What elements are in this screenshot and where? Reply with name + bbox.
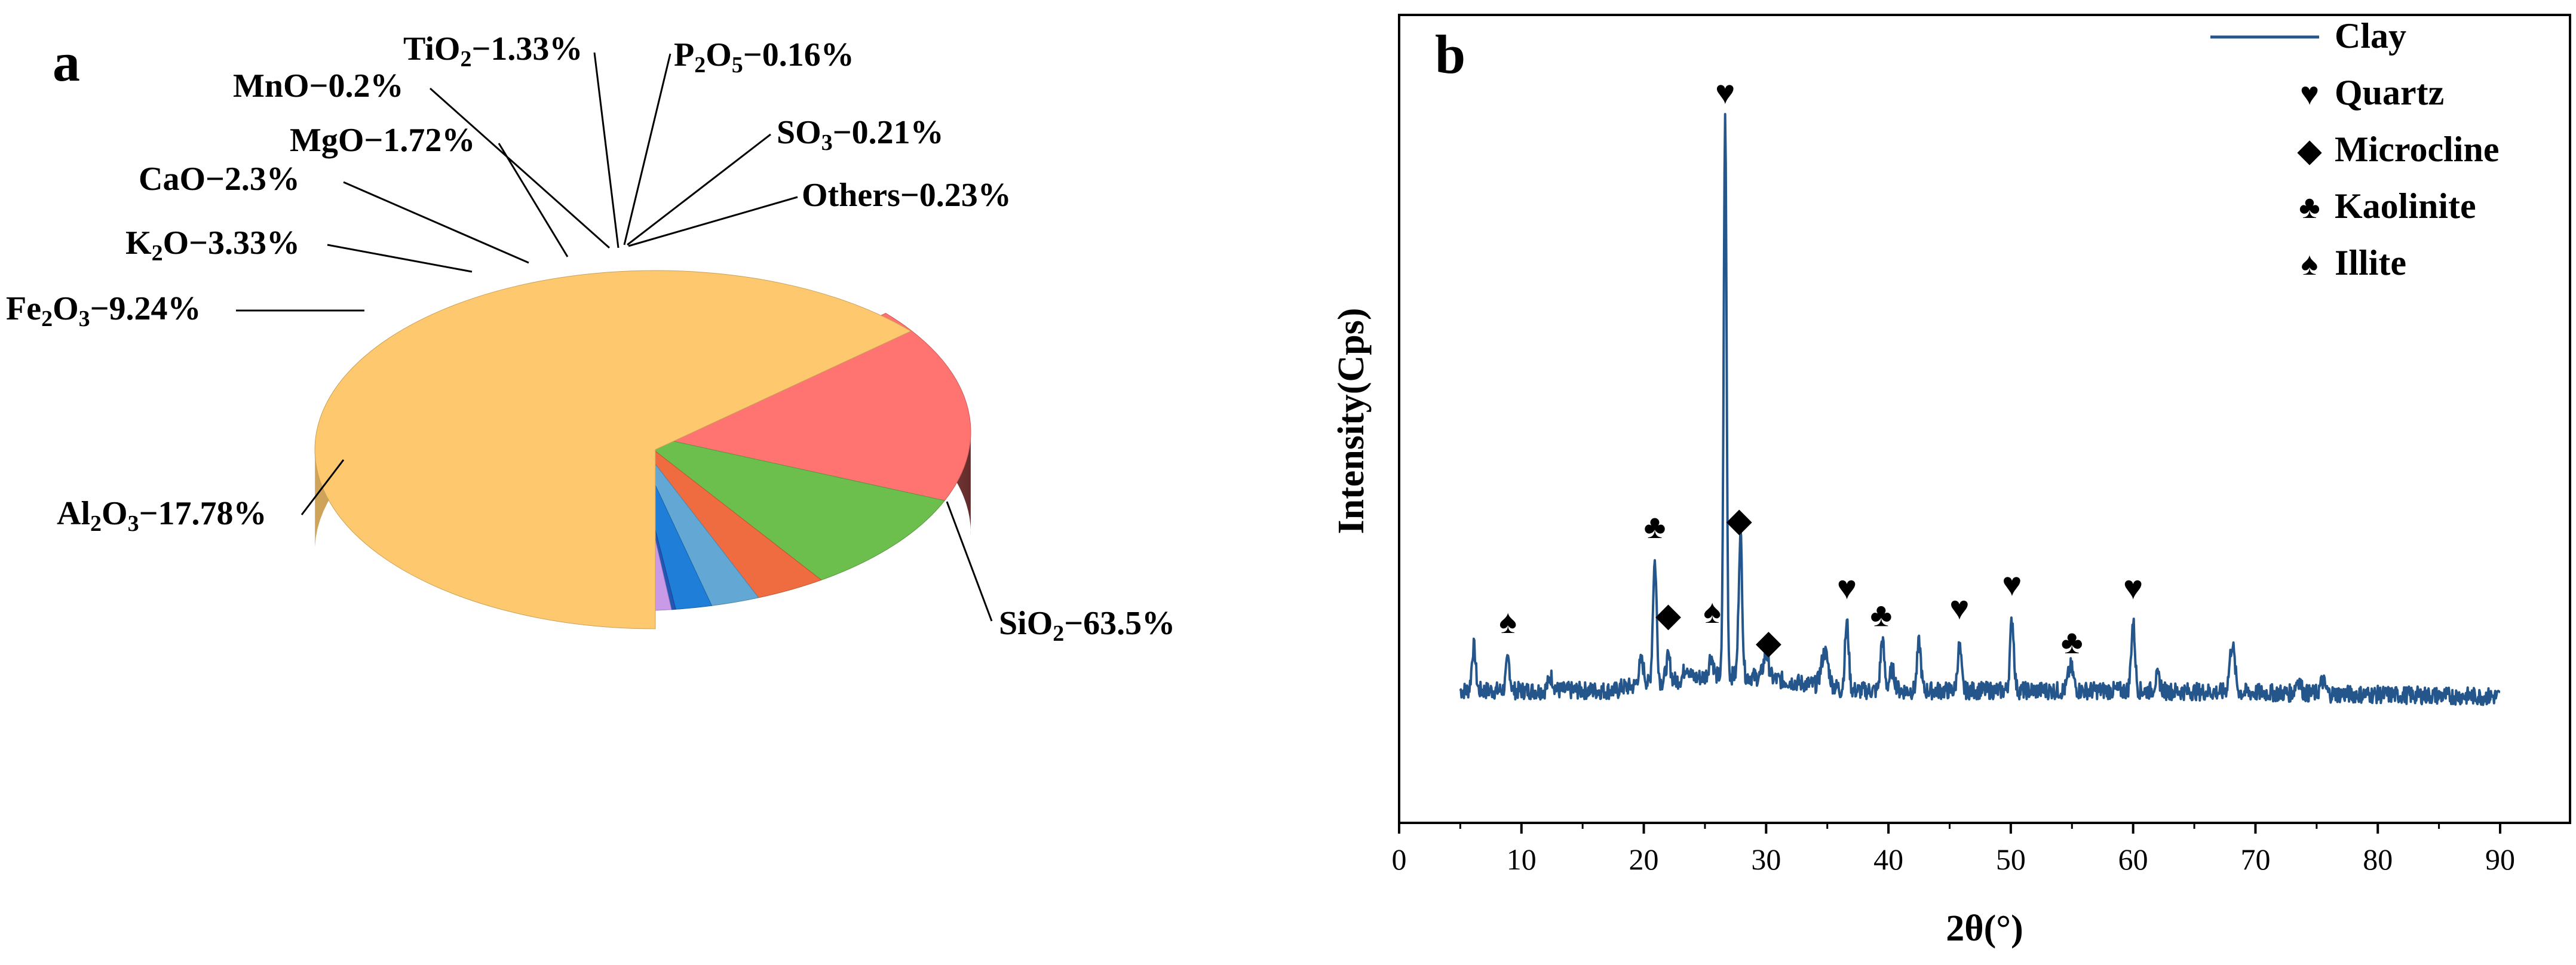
panel-a-pie-chart: a SiO2−63.5% Al2O3−17.78% Fe2O3−9.24% K2O−3… [6, 30, 1175, 646]
x-tick-label: 10 [1507, 843, 1537, 876]
x-tick-label: 80 [2363, 843, 2393, 876]
leader-line-k2o [327, 244, 473, 273]
legend-marker-illite: ♠ [2301, 246, 2319, 282]
x-tick-label: 40 [1873, 843, 1903, 876]
pie-label-so3: SO3−0.21% [777, 114, 944, 155]
x-axis-ticks: 0 10 20 30 40 50 60 70 80 90 [1392, 823, 2515, 876]
peak-marker: ♥ [1949, 590, 1969, 627]
leader-line-al2o3 [300, 459, 345, 515]
leader-line-tio2 [593, 52, 620, 248]
peak-marker: ♥ [1715, 75, 1735, 112]
panel-a-label: a [53, 32, 80, 93]
peak-marker: ♣ [1870, 597, 1892, 634]
x-tick-label: 20 [1629, 843, 1659, 876]
x-tick-label: 60 [2118, 843, 2148, 876]
legend-label-kaolinite: Kaolinite [2335, 186, 2476, 226]
legend-label-clay: Clay [2335, 16, 2406, 56]
panel-b-label: b [1435, 24, 1465, 85]
pie-leader-lines [236, 52, 993, 622]
pie-slice-fe2o3 [630, 431, 946, 580]
series-line-clay [1459, 113, 2501, 706]
pie-label-others: Others−0.23% [802, 177, 1011, 214]
pie-slice-al2o3 [629, 313, 971, 501]
legend-marker-microcline: ◆ [2297, 133, 2322, 168]
peak-marker: ♥ [2123, 570, 2143, 607]
x-tick-label: 30 [1751, 843, 1781, 876]
x-tick-label: 50 [1996, 843, 2026, 876]
peak-marker: ◆ [1756, 624, 1781, 661]
pie-slice-sio2 [314, 270, 912, 629]
leader-line-others [628, 196, 798, 247]
peak-marker: ◆ [1655, 597, 1681, 634]
pie-label-al2o3: Al2O3−17.78% [57, 495, 266, 536]
leader-line-mno [430, 87, 610, 249]
peak-marker: ♣ [1644, 509, 1666, 546]
peak-annotations: ♥ ♣ ◆ ♠ ◆ ♠ ◆ ♥ ♣ ♥ ♥ ♣ ♥ [1499, 75, 2143, 661]
x-tick-label: 90 [2485, 843, 2515, 876]
legend-label-microcline: Microcline [2335, 130, 2499, 169]
x-axis-label: 2θ(°) [1946, 908, 2023, 949]
leader-line-cao [343, 181, 529, 264]
leader-line-p2o5 [623, 53, 671, 245]
leader-line-sio2 [946, 501, 993, 622]
legend-marker-kaolinite: ♣ [2299, 189, 2320, 225]
leader-line-so3 [627, 133, 771, 246]
pie-label-tio2: TiO2−1.33% [403, 30, 582, 72]
peak-marker: ♠ [1499, 604, 1517, 641]
leader-line-mgo [498, 143, 569, 257]
pie-labels: SiO2−63.5% Al2O3−17.78% Fe2O3−9.24% K2O−3.3… [6, 30, 1175, 646]
peak-marker: ♣ [2061, 624, 2083, 661]
pie-tops [314, 270, 971, 629]
panel-b-xrd-chart: b 0 10 20 30 40 50 60 70 80 90 ♥ ♣ ◆ ♠ ◆ ♠ ◆ ♥ ♣ ♥ ♥ ♣ ♥ Clay… [1331, 14, 2571, 949]
x-tick-label: 0 [1392, 843, 1407, 876]
pie-label-mno: MnO−0.2% [233, 67, 403, 105]
peak-marker: ♠ [1703, 594, 1721, 631]
y-axis-label: Intensity(Cps) [1331, 308, 1372, 534]
plot-frame [1398, 14, 2571, 824]
peak-marker: ♥ [1837, 570, 1857, 607]
pie-label-cao: CaO−2.3% [139, 161, 300, 198]
legend-marker-quartz: ♥ [2300, 76, 2319, 112]
pie-label-sio2: SiO2−63.5% [999, 605, 1175, 646]
x-tick-label: 70 [2240, 843, 2270, 876]
pie-label-fe2o3: Fe2O3−9.24% [6, 290, 201, 331]
pie-label-p2o5: P2O5−0.16% [674, 36, 854, 78]
pie-label-mgo: MgO−1.72% [290, 122, 475, 159]
pie-label-k2o: K2O−3.33% [125, 225, 300, 266]
peak-marker: ♥ [2002, 566, 2022, 603]
peak-marker: ◆ [1726, 502, 1752, 539]
legend-label-illite: Illite [2335, 243, 2406, 282]
legend: Clay ♥ Quartz ◆ Microcline ♣ Kaolinite ♠ Illite [2210, 16, 2499, 282]
legend-label-quartz: Quartz [2335, 73, 2444, 112]
